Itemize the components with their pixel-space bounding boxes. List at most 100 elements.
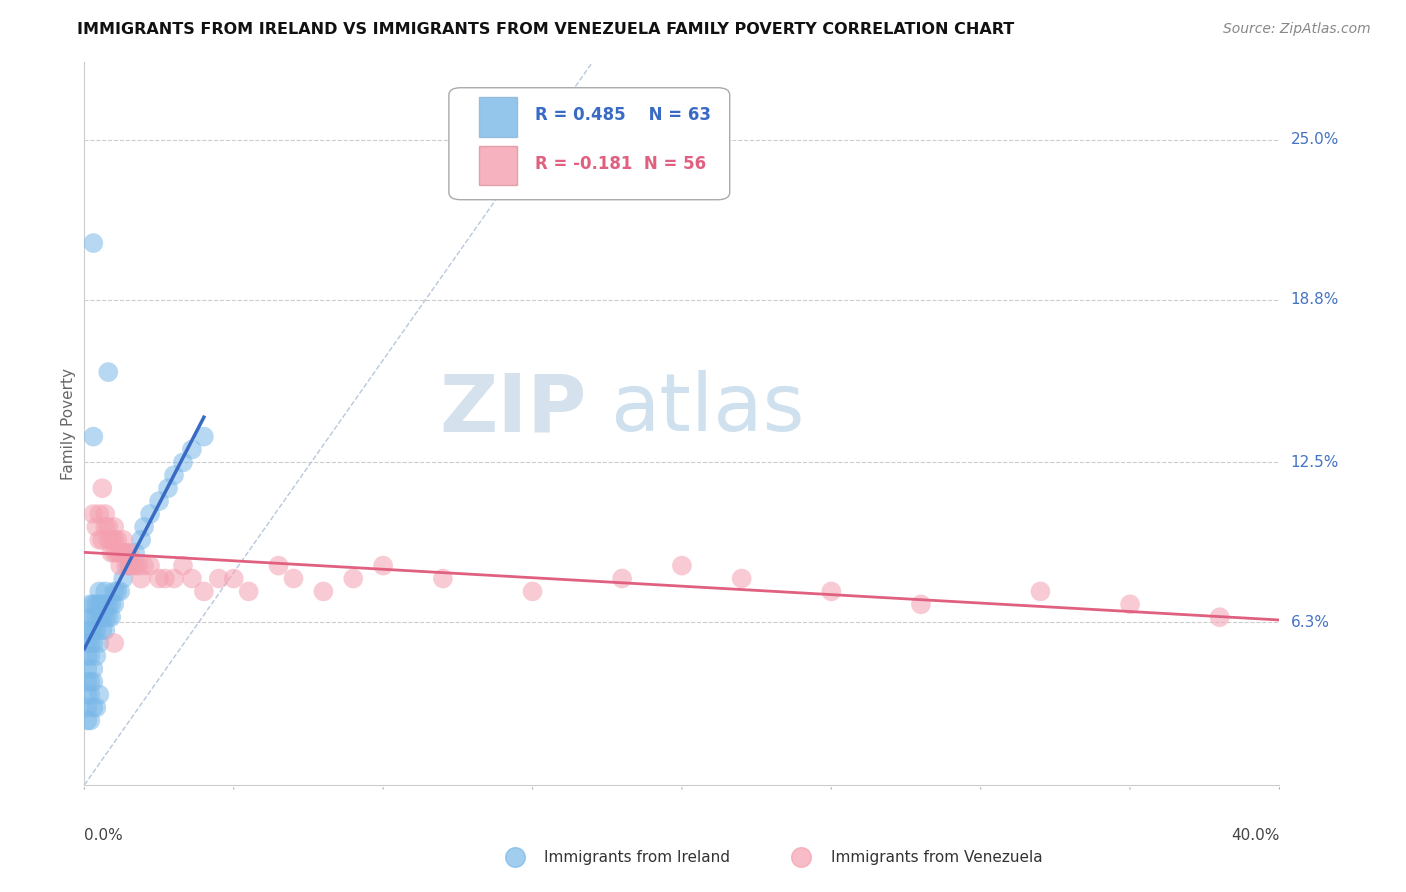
- Point: [82, 610, 104, 624]
- Point: [79, 598, 101, 612]
- Point: [76, 714, 98, 728]
- Point: [110, 558, 132, 573]
- Point: [94, 610, 117, 624]
- Point: [910, 598, 932, 612]
- Point: [342, 572, 364, 586]
- Point: [89, 533, 111, 547]
- FancyBboxPatch shape: [479, 97, 517, 136]
- Point: [124, 558, 146, 573]
- Point: [97, 520, 120, 534]
- Point: [76, 623, 98, 637]
- Point: [112, 546, 135, 560]
- Point: [103, 546, 125, 560]
- Point: [612, 572, 634, 586]
- Point: [118, 546, 141, 560]
- Point: [89, 598, 111, 612]
- Point: [181, 442, 204, 457]
- Point: [89, 610, 111, 624]
- Point: [82, 507, 104, 521]
- Point: [82, 700, 104, 714]
- Point: [157, 481, 180, 495]
- Point: [432, 572, 454, 586]
- Point: [103, 636, 125, 650]
- Point: [1209, 610, 1232, 624]
- Point: [193, 584, 215, 599]
- Point: [79, 623, 101, 637]
- Text: 18.8%: 18.8%: [1291, 293, 1339, 308]
- Point: [148, 494, 170, 508]
- Point: [148, 572, 170, 586]
- Point: [76, 700, 98, 714]
- Point: [91, 623, 114, 637]
- FancyBboxPatch shape: [449, 87, 730, 200]
- Text: atlas: atlas: [610, 370, 804, 449]
- Point: [76, 636, 98, 650]
- Point: [94, 584, 117, 599]
- Point: [267, 558, 290, 573]
- Y-axis label: Family Poverty: Family Poverty: [60, 368, 76, 480]
- Point: [522, 584, 544, 599]
- Point: [139, 558, 162, 573]
- Point: [97, 365, 120, 379]
- Point: [89, 688, 111, 702]
- Point: [97, 610, 120, 624]
- Point: [110, 584, 132, 599]
- Point: [86, 623, 108, 637]
- Point: [91, 481, 114, 495]
- Point: [121, 558, 143, 573]
- Point: [86, 520, 108, 534]
- Point: [97, 533, 120, 547]
- Point: [110, 546, 132, 560]
- Point: [103, 598, 125, 612]
- FancyBboxPatch shape: [479, 145, 517, 186]
- Text: 40.0%: 40.0%: [1232, 829, 1279, 843]
- Point: [94, 598, 117, 612]
- Point: [82, 623, 104, 637]
- Point: [283, 572, 305, 586]
- Text: IMMIGRANTS FROM IRELAND VS IMMIGRANTS FROM VENEZUELA FAMILY POVERTY CORRELATION : IMMIGRANTS FROM IRELAND VS IMMIGRANTS FR…: [77, 22, 1015, 37]
- Point: [79, 688, 101, 702]
- Point: [373, 558, 395, 573]
- Point: [91, 533, 114, 547]
- Point: [112, 533, 135, 547]
- Point: [181, 572, 204, 586]
- Point: [103, 584, 125, 599]
- Point: [1029, 584, 1052, 599]
- Point: [172, 455, 194, 469]
- Point: [82, 598, 104, 612]
- Point: [94, 507, 117, 521]
- Point: [731, 572, 754, 586]
- Text: Immigrants from Venezuela: Immigrants from Venezuela: [831, 850, 1043, 864]
- Point: [76, 674, 98, 689]
- Text: 25.0%: 25.0%: [1291, 132, 1339, 147]
- Point: [82, 662, 104, 676]
- Point: [129, 572, 152, 586]
- Point: [222, 572, 245, 586]
- Point: [124, 546, 146, 560]
- Point: [208, 572, 231, 586]
- Point: [105, 546, 128, 560]
- Point: [82, 674, 104, 689]
- Point: [76, 688, 98, 702]
- Point: [79, 636, 101, 650]
- Point: [112, 572, 135, 586]
- Text: 6.3%: 6.3%: [1291, 615, 1330, 630]
- Text: 12.5%: 12.5%: [1291, 455, 1339, 470]
- Point: [82, 236, 104, 251]
- Point: [86, 610, 108, 624]
- Point: [89, 584, 111, 599]
- Point: [115, 546, 138, 560]
- Point: [82, 636, 104, 650]
- Point: [76, 648, 98, 663]
- Point: [163, 468, 186, 483]
- Point: [94, 623, 117, 637]
- Point: [79, 648, 101, 663]
- Text: ZIP: ZIP: [439, 370, 586, 449]
- Text: 0.0%: 0.0%: [84, 829, 124, 843]
- Point: [76, 662, 98, 676]
- Point: [94, 520, 117, 534]
- Point: [105, 584, 128, 599]
- Point: [118, 558, 141, 573]
- Text: R = 0.485    N = 63: R = 0.485 N = 63: [534, 106, 711, 124]
- Text: Immigrants from Ireland: Immigrants from Ireland: [544, 850, 731, 864]
